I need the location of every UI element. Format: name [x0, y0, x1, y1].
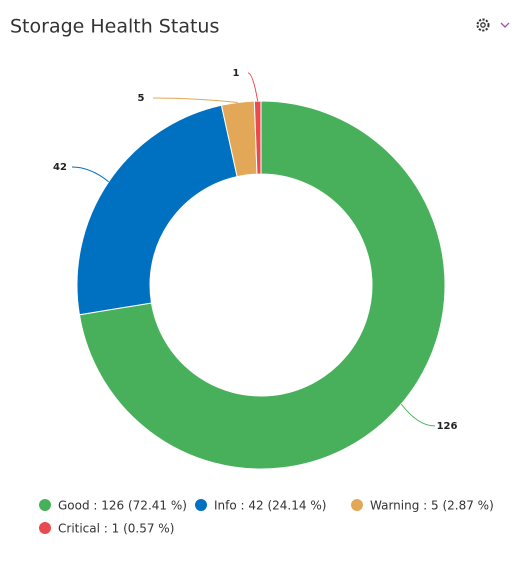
legend-marker: [351, 499, 363, 511]
legend-label: Critical : 1 (0.57 %): [58, 522, 174, 536]
donut-slice: [253, 100, 262, 175]
data-label: 126: [437, 421, 458, 432]
legend-marker: [39, 522, 51, 534]
settings-button[interactable]: [476, 18, 490, 32]
leader-line: [247, 72, 259, 102]
gear-center: [480, 22, 486, 28]
leader-line: [71, 166, 110, 183]
donut-slice: [76, 104, 238, 316]
gear-icon: [476, 18, 490, 32]
data-label: 5: [138, 93, 145, 104]
legend-marker: [195, 499, 207, 511]
data-label: 1: [233, 68, 240, 79]
legend-marker: [39, 499, 51, 511]
legend-label: Good : 126 (72.41 %): [58, 499, 187, 513]
legend-label: Warning : 5 (2.87 %): [370, 499, 494, 513]
data-label: 42: [53, 162, 67, 173]
leader-line: [400, 403, 436, 427]
leader-line: [152, 97, 238, 103]
chart-title: Storage Health Status: [10, 16, 219, 38]
donut-slice: [78, 100, 446, 470]
legend-label: Info : 42 (24.14 %): [214, 499, 326, 513]
menu-chevron[interactable]: [500, 22, 510, 28]
